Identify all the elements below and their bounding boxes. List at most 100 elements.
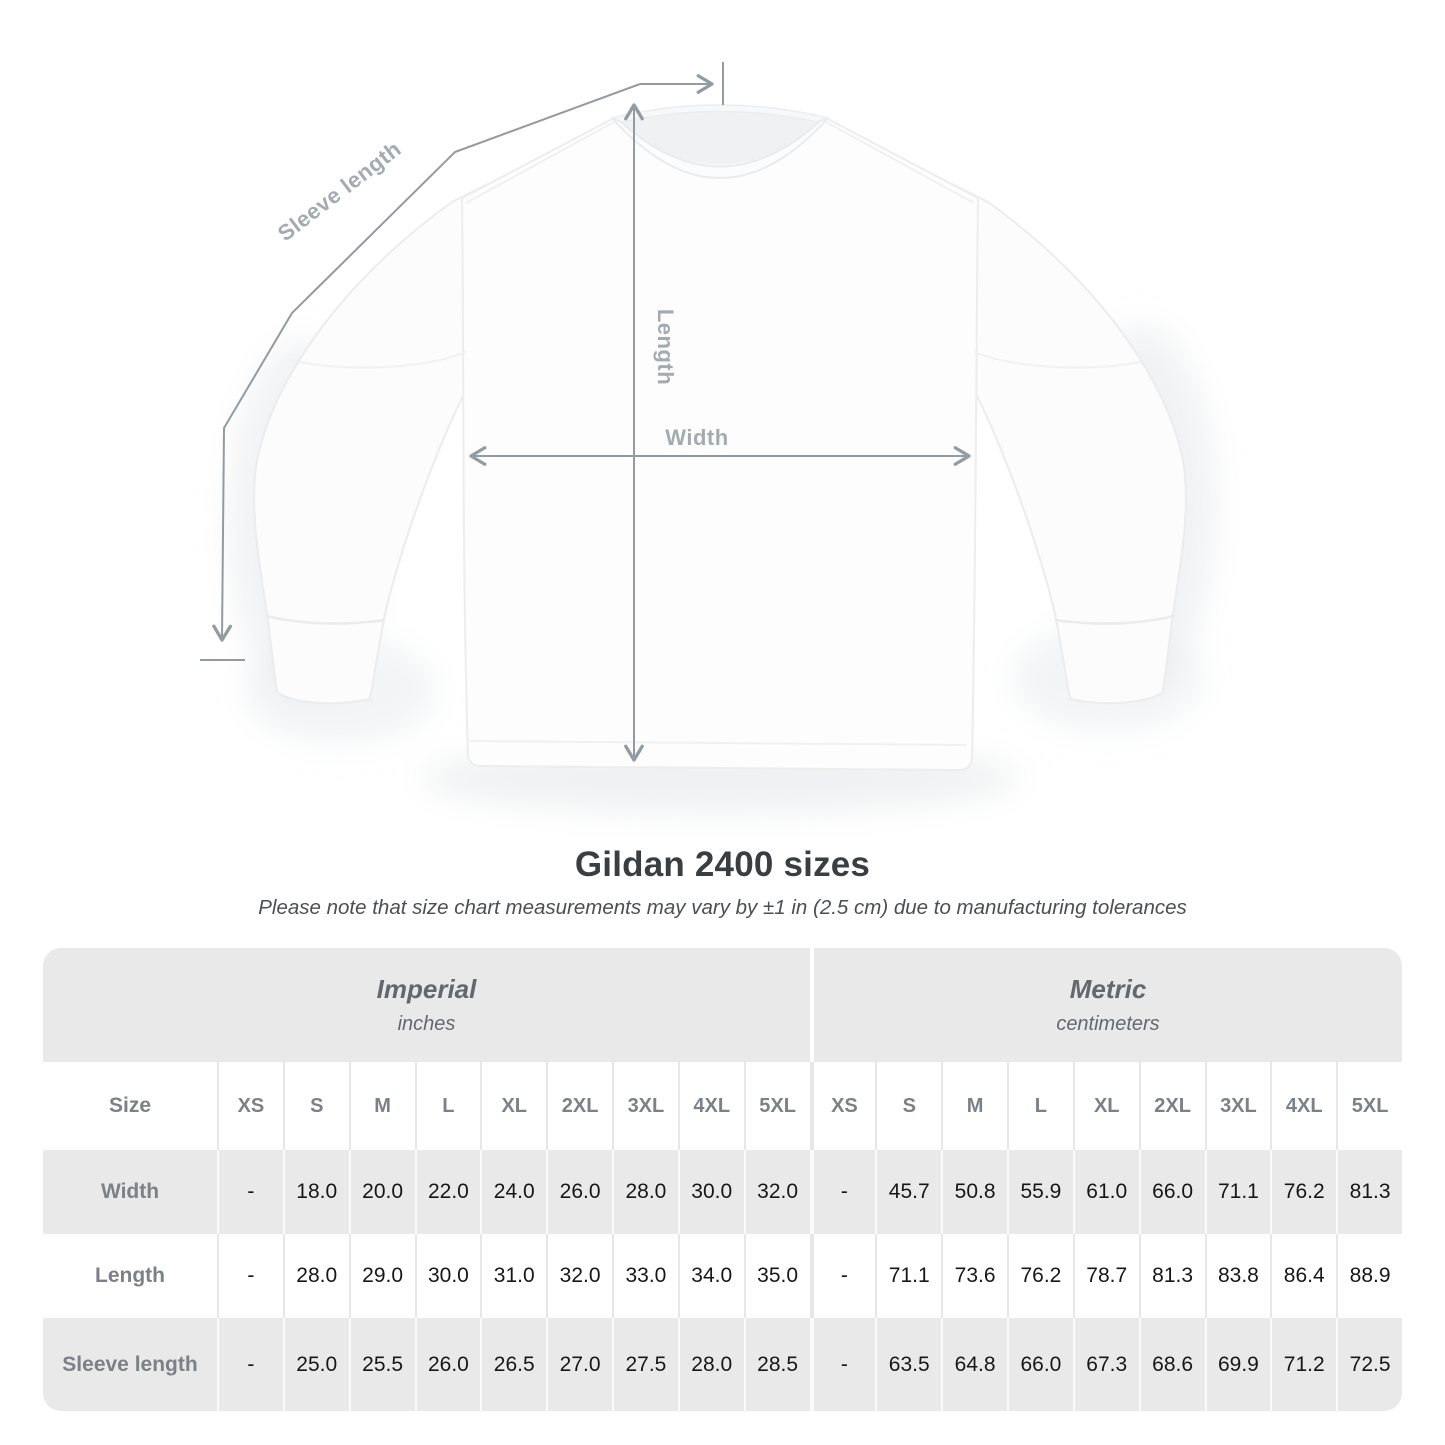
measurement-cell: - xyxy=(809,1318,876,1411)
measurement-cell: 20.0 xyxy=(348,1150,415,1234)
measurement-cell: - xyxy=(809,1234,876,1318)
measurement-cell: 26.5 xyxy=(480,1318,546,1411)
size-col-header: L xyxy=(414,1062,481,1150)
measurement-cell: 24.0 xyxy=(480,1150,546,1234)
measurement-cell: 28.0 xyxy=(612,1150,678,1234)
section-divider xyxy=(810,948,814,1062)
row-label-sleeve-length: Sleeve length xyxy=(62,1352,198,1376)
size-col-header: S xyxy=(282,1062,349,1150)
width-label: Width xyxy=(665,425,728,450)
measurement-cell: 88.9 xyxy=(1336,1234,1402,1318)
measurement-cell: 73.6 xyxy=(941,1234,1007,1318)
size-col-header: M xyxy=(941,1062,1007,1150)
unit-section-imperial: Imperial inches xyxy=(43,948,810,1062)
measurement-cell: 71.1 xyxy=(1204,1150,1271,1234)
size-col-header: XS xyxy=(809,1062,876,1150)
size-header-label: Size xyxy=(108,1094,152,1117)
size-col-header: 3XL xyxy=(1204,1062,1271,1150)
measurement-cell: 72.5 xyxy=(1336,1318,1402,1411)
measurement-cell: - xyxy=(217,1318,283,1411)
measurement-cell: 26.0 xyxy=(546,1150,612,1234)
measurement-cell: 55.9 xyxy=(1007,1150,1073,1234)
metric-subtitle: centimeters xyxy=(1056,1013,1160,1035)
size-col-header: 4XL xyxy=(1270,1062,1336,1150)
imperial-title: Imperial xyxy=(376,974,477,1004)
size-col-header: XL xyxy=(480,1062,546,1150)
measurement-cell: 76.2 xyxy=(1270,1150,1336,1234)
size-col-header: 5XL xyxy=(743,1062,810,1150)
measurement-cell: 61.0 xyxy=(1072,1150,1139,1234)
shirt-left-cuff-seam xyxy=(265,614,386,625)
page-title: Gildan 2400 sizes xyxy=(574,845,871,884)
metric-title: Metric xyxy=(1069,974,1147,1004)
length-label: Length xyxy=(653,309,678,385)
measurement-cell: 26.0 xyxy=(414,1318,481,1411)
measurement-cell: - xyxy=(217,1234,283,1318)
measurement-cell: 45.7 xyxy=(875,1150,941,1234)
shirt-right-cuff-seam xyxy=(1054,614,1175,625)
fabric-seams xyxy=(289,121,1151,746)
measurement-cell: 67.3 xyxy=(1072,1318,1139,1411)
table-row-sleeve-length: Sleeve length -25.0 25.5 26.0 26.5 27.0 27.5 2… xyxy=(43,1318,1402,1411)
measurement-cell: 25.5 xyxy=(348,1318,415,1411)
measurement-cell: 31.0 xyxy=(480,1234,546,1318)
measurement-cell: 71.1 xyxy=(875,1234,941,1318)
size-col-header: 3XL xyxy=(612,1062,678,1150)
shirt-collar xyxy=(610,104,830,179)
measurement-cell: - xyxy=(217,1150,283,1234)
measurement-cell: 63.5 xyxy=(875,1318,941,1411)
measurement-cell: 35.0 xyxy=(743,1234,810,1318)
measurement-cell: 29.0 xyxy=(348,1234,415,1318)
measurement-cell: 33.0 xyxy=(612,1234,678,1318)
measurement-cell: 78.7 xyxy=(1072,1234,1139,1318)
measurement-cell: 64.8 xyxy=(941,1318,1007,1411)
shirt-right-sleeve xyxy=(823,119,1187,705)
measurement-cell: 81.3 xyxy=(1138,1234,1205,1318)
table-row-width: Width -18.0 20.0 22.0 24.0 26.0 28.0 30.0 32.0-… xyxy=(43,1150,1402,1234)
measurement-cell: 28.0 xyxy=(282,1234,349,1318)
measurement-cell: 50.8 xyxy=(941,1150,1007,1234)
measurement-cell: 66.0 xyxy=(1138,1150,1205,1234)
measurement-cell: 30.0 xyxy=(677,1150,744,1234)
measurement-cell: 34.0 xyxy=(677,1234,744,1318)
measurement-cell: 71.2 xyxy=(1270,1318,1336,1411)
size-col-header: 4XL xyxy=(677,1062,744,1150)
measurement-cell: 76.2 xyxy=(1007,1234,1073,1318)
page-subtitle: Please note that size chart measurements… xyxy=(258,896,1187,919)
size-col-header: 5XL xyxy=(1336,1062,1402,1150)
measurement-cell: - xyxy=(809,1150,876,1234)
measurement-cell: 28.0 xyxy=(677,1318,744,1411)
row-label-width: Width xyxy=(100,1180,160,1203)
measurement-cell: 18.0 xyxy=(282,1150,349,1234)
measurement-cell: 22.0 xyxy=(414,1150,481,1234)
size-col-header: M xyxy=(348,1062,415,1150)
sleeve-length-label: Sleeve length xyxy=(273,136,406,246)
size-chart-table: Imperial inches Metric centimeters Size … xyxy=(43,948,1402,1411)
size-col-header: 2XL xyxy=(1138,1062,1205,1150)
size-col-header: 2XL xyxy=(546,1062,612,1150)
size-col-header: S xyxy=(875,1062,941,1150)
measurement-cell: 27.5 xyxy=(612,1318,678,1411)
measurement-cell: 69.9 xyxy=(1204,1318,1271,1411)
measurement-cell: 83.8 xyxy=(1204,1234,1271,1318)
measurement-cell: 32.0 xyxy=(546,1234,612,1318)
imperial-subtitle: inches xyxy=(397,1013,456,1035)
table-row-length: Length -28.0 29.0 30.0 31.0 32.0 33.0 34.0 35.0… xyxy=(43,1234,1402,1318)
row-label-length: Length xyxy=(95,1264,165,1287)
unit-section-metric: Metric centimeters xyxy=(814,948,1402,1062)
measurement-cell: 30.0 xyxy=(414,1234,481,1318)
measurement-cell: 25.0 xyxy=(282,1318,349,1411)
measurement-cell: 86.4 xyxy=(1270,1234,1336,1318)
width-measure: Width xyxy=(469,425,971,466)
measurement-cell: 81.3 xyxy=(1336,1150,1402,1234)
measurement-cell: 28.5 xyxy=(743,1318,810,1411)
size-header-row: Size XS S M L XL 2XL 3XL 4XL 5XL XS S M L XL 2XL 3XL 4XL… xyxy=(43,1062,1402,1150)
size-col-header: XS xyxy=(217,1062,283,1150)
size-col-header: L xyxy=(1007,1062,1073,1150)
shirt-left-sleeve xyxy=(253,119,617,705)
length-measure: Length xyxy=(624,103,678,762)
measurement-cell: 32.0 xyxy=(743,1150,810,1234)
size-col-header: XL xyxy=(1072,1062,1139,1150)
unit-header-row: Imperial inches Metric centimeters xyxy=(43,948,1402,1062)
shirt-measurement-diagram: Sleeve length Length Width xyxy=(200,62,1215,812)
